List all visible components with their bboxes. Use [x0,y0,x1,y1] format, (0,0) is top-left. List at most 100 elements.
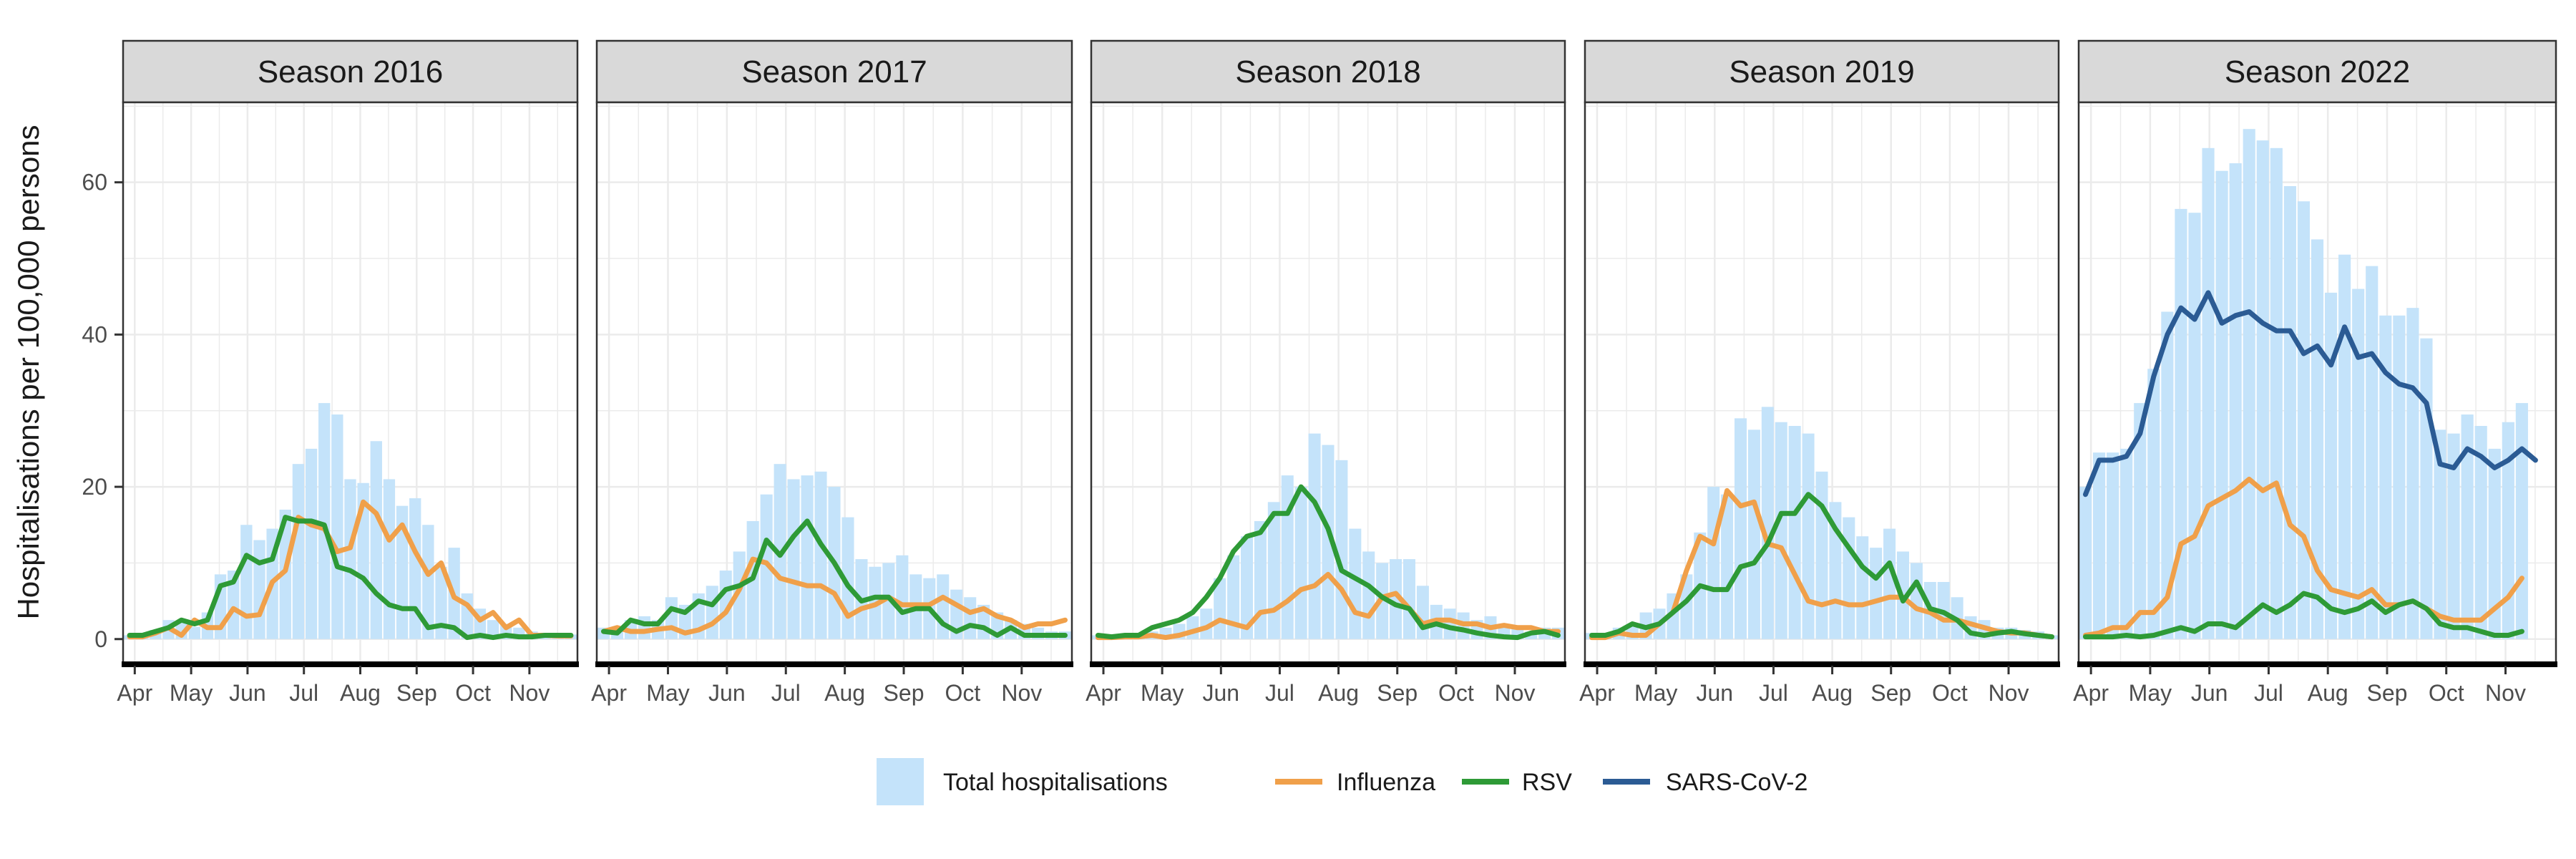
legend: Total hospitalisations Influenza RSV SARS-C… [877,758,1807,805]
x-tick-label: Nov [1495,680,1536,706]
x-tick-label: Aug [340,680,381,706]
facet-strip [122,39,579,104]
legend-label-influenza: Influenza [1337,769,1435,796]
total-bar [2393,315,2406,639]
x-tick-label: Jun [2191,680,2228,706]
total-bar [331,414,343,639]
facet-strip [1090,39,1566,104]
total-bar [2461,414,2474,639]
total-bar [2202,147,2215,639]
rsv-line [127,515,574,641]
x-tick-label: Oct [945,680,981,706]
total-bar [188,626,200,639]
total-bar [760,494,773,639]
x-tick-label: Sep [2366,680,2407,706]
total-bar [305,448,318,639]
facet-strip [1584,39,2060,104]
total-bar [1802,433,1815,639]
total-bar [706,586,718,639]
total-bar [370,441,382,639]
total-bar [2283,185,2296,639]
total-bar [2434,430,2446,639]
facet-panel: Season 2017 Apr May Jun Jul Aug Sep Oct Nov [591,39,1073,706]
total-bar [801,475,814,639]
total-bar [1747,430,1760,639]
x-tick-label: Jul [771,680,801,706]
total-bar [964,597,977,639]
x-tick-label: Apr [591,680,627,706]
rsv-line [601,518,1068,638]
total-bar [2229,163,2242,639]
total-bar [2366,266,2379,639]
total-bar [733,551,746,639]
x-tick-label: Nov [509,680,550,706]
total-bar [2379,315,2392,639]
facet-title: Season 2017 [741,54,927,89]
total-bar [422,525,434,639]
total-bar [665,597,678,639]
y-tick-label: 20 [82,474,107,500]
total-bar [253,540,265,639]
total-bar [487,620,499,639]
rsv-line [1096,484,1561,641]
total-bar [1254,520,1267,639]
total-bar [1241,536,1254,639]
facet-strip [2077,39,2557,104]
total-bar [1390,559,1402,639]
total-bar [937,574,950,639]
x-tick-label: May [646,680,689,706]
total-bar [1735,418,1747,639]
total-bar [1870,548,1883,639]
total-bar [2352,288,2365,639]
x-tick-label: Aug [1812,680,1853,706]
total-bar [318,403,331,639]
legend-item-influenza: Influenza [1275,769,1435,796]
x-tick-label: May [170,680,213,706]
x-tick-label: Apr [2073,680,2109,706]
facet-panel: Season 2016 Apr May Jun Jul Aug Sep Oct Nov 0 20 40… [82,39,579,706]
x-tick-label: Oct [455,680,491,706]
total-bar [2311,239,2324,639]
total-bar [1308,433,1321,639]
total-bar [1788,425,1801,639]
total-bar [228,571,240,639]
total-bar [1294,487,1307,639]
legend-label-total: Total hospitalisations [943,769,1168,796]
total-bar [2502,422,2514,639]
x-tick-label: Nov [2485,680,2526,706]
total-bar [2161,311,2174,639]
total-bar [344,479,356,639]
legend-label-covid: SARS-CoV-2 [1666,769,1807,796]
total-bar [2488,448,2501,639]
x-tick-label: Nov [1989,680,2029,706]
total-bar [1815,471,1828,639]
total-bar [2297,201,2311,639]
legend-item-rsv: RSV [1462,769,1572,796]
total-bar [2515,403,2528,639]
total-bar [814,471,827,639]
x-tick-label: Jul [289,680,318,706]
total-bar [2256,140,2269,639]
total-bar [2120,448,2133,639]
total-bar [2406,308,2419,639]
influenza-line [2083,476,2524,638]
x-tick-label: Sep [1870,680,1911,706]
influenza-line [127,499,574,640]
total-bar [1775,422,1787,639]
total-bar [2134,403,2147,639]
x-tick-label: Aug [824,680,865,706]
total-bar [1416,586,1429,639]
total-bar [1680,574,1693,639]
facet-panels: Season 2016 Apr May Jun Jul Aug Sep Oct Nov 0 20 40… [82,39,2557,706]
legend-item-covid: SARS-CoV-2 [1603,769,1807,796]
x-tick-label: Sep [396,680,437,706]
x-tick-label: Oct [1438,680,1474,706]
rsv-line [1589,492,2054,640]
total-bar [240,525,253,639]
legend-swatch-total [877,758,924,805]
y-axis-title: Hospitalisations per 100,000 persons [11,125,45,619]
total-bar [2243,129,2255,639]
x-tick-label: Oct [1932,680,1968,706]
x-tick-label: Jul [1265,680,1294,706]
